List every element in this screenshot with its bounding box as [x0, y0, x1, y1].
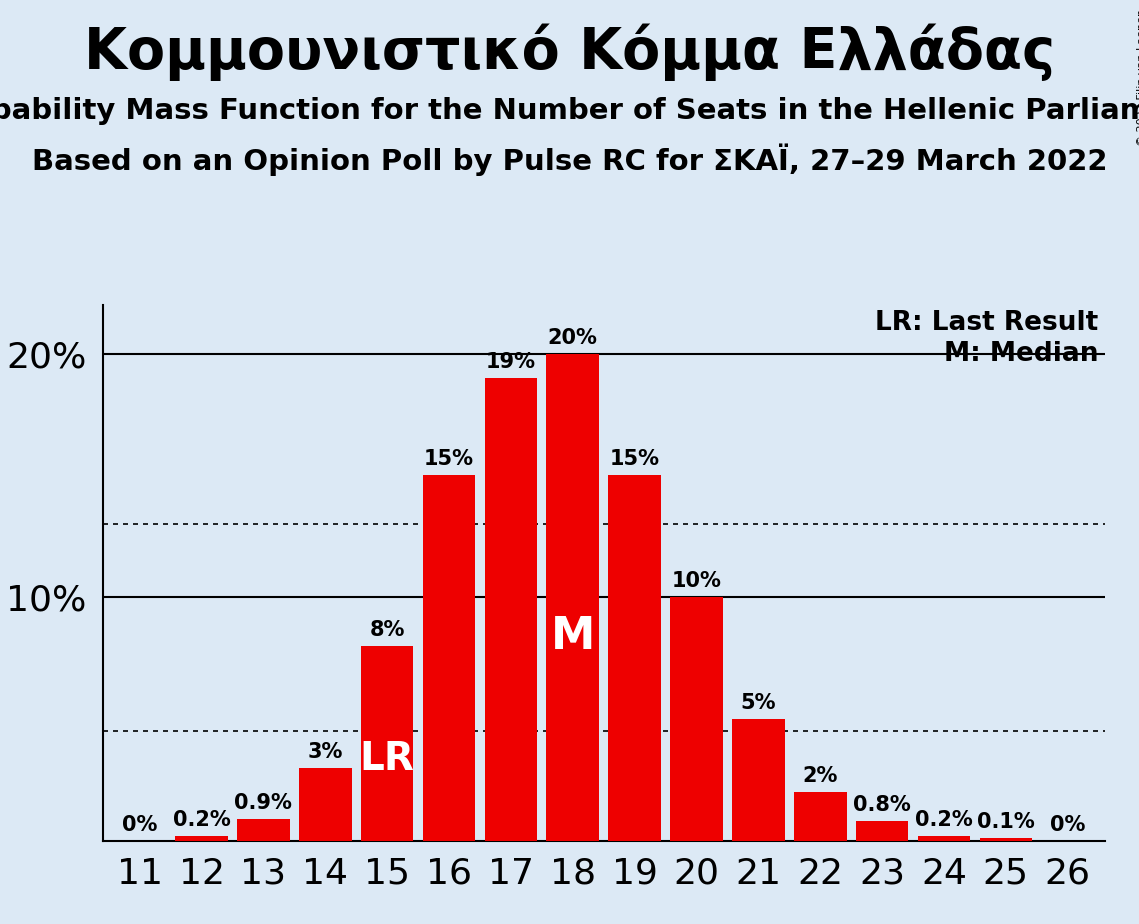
Text: 0.2%: 0.2%: [173, 809, 230, 830]
Text: 3%: 3%: [308, 742, 343, 761]
Bar: [484, 378, 538, 841]
Bar: [423, 476, 475, 841]
Text: LR: Last Result: LR: Last Result: [876, 310, 1099, 335]
Text: 20%: 20%: [548, 327, 598, 347]
Bar: [237, 819, 289, 841]
Text: 10%: 10%: [672, 571, 721, 591]
Text: Based on an Opinion Poll by Pulse RC for ΣΚΑΪ, 27–29 March 2022: Based on an Opinion Poll by Pulse RC for…: [32, 143, 1107, 176]
Text: 15%: 15%: [424, 449, 474, 469]
Text: 0%: 0%: [122, 815, 157, 834]
Text: 2%: 2%: [803, 766, 838, 786]
Text: 0.1%: 0.1%: [977, 812, 1034, 833]
Text: 0.8%: 0.8%: [853, 796, 911, 815]
Bar: [298, 768, 352, 841]
Text: M: M: [550, 614, 595, 658]
Text: 0%: 0%: [1050, 815, 1085, 834]
Bar: [175, 836, 228, 841]
Text: 0.2%: 0.2%: [915, 809, 973, 830]
Text: 5%: 5%: [740, 693, 776, 713]
Bar: [794, 792, 846, 841]
Bar: [361, 646, 413, 841]
Text: 15%: 15%: [609, 449, 659, 469]
Text: © 2022 Filip van Laenen: © 2022 Filip van Laenen: [1137, 9, 1139, 146]
Text: 0.9%: 0.9%: [235, 793, 293, 813]
Text: 8%: 8%: [369, 620, 404, 639]
Bar: [918, 836, 970, 841]
Bar: [732, 719, 785, 841]
Bar: [980, 838, 1032, 841]
Bar: [608, 476, 661, 841]
Bar: [670, 597, 723, 841]
Bar: [855, 821, 909, 841]
Text: M: Median: M: Median: [944, 342, 1099, 368]
Text: Probability Mass Function for the Number of Seats in the Hellenic Parliament: Probability Mass Function for the Number…: [0, 97, 1139, 125]
Bar: [547, 354, 599, 841]
Text: 19%: 19%: [486, 352, 535, 371]
Text: LR: LR: [360, 740, 415, 778]
Text: Κομμουνιστικό Κόμμα Ελλάδας: Κομμουνιστικό Κόμμα Ελλάδας: [84, 23, 1055, 80]
